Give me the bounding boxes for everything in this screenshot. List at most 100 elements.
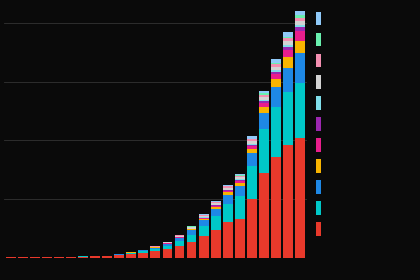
Bar (283, 37, 293, 38)
Bar (175, 235, 184, 236)
Bar (114, 255, 124, 258)
Bar (271, 70, 281, 71)
Bar (211, 205, 220, 206)
Bar (295, 138, 305, 258)
Bar (186, 229, 197, 230)
Bar (199, 214, 209, 215)
Bar (283, 41, 293, 45)
Bar (259, 97, 269, 100)
Bar (175, 241, 184, 246)
Bar (259, 90, 269, 94)
Bar (235, 179, 245, 180)
FancyBboxPatch shape (316, 159, 321, 173)
Bar (271, 157, 281, 258)
Bar (295, 9, 305, 15)
FancyBboxPatch shape (316, 180, 321, 194)
Bar (199, 215, 209, 216)
Bar (271, 74, 281, 80)
Bar (283, 67, 293, 92)
Bar (283, 50, 293, 57)
Bar (199, 218, 209, 219)
Bar (271, 80, 281, 87)
Bar (139, 250, 148, 251)
Bar (271, 71, 281, 74)
FancyBboxPatch shape (316, 96, 321, 109)
Bar (223, 195, 233, 204)
Bar (247, 139, 257, 141)
FancyBboxPatch shape (316, 201, 321, 215)
Bar (259, 101, 269, 103)
Bar (235, 174, 245, 175)
Bar (223, 191, 233, 192)
Bar (211, 216, 220, 230)
Bar (271, 67, 281, 70)
Bar (42, 257, 52, 258)
Bar (186, 242, 197, 258)
Bar (259, 100, 269, 101)
Bar (211, 207, 220, 209)
Bar (247, 136, 257, 139)
Bar (102, 256, 112, 258)
FancyBboxPatch shape (316, 222, 321, 236)
Bar (247, 199, 257, 258)
Bar (271, 64, 281, 67)
Bar (163, 244, 172, 246)
Bar (295, 83, 305, 138)
Bar (283, 32, 293, 37)
FancyBboxPatch shape (316, 138, 321, 152)
Bar (199, 237, 209, 258)
Bar (235, 181, 245, 183)
Bar (295, 15, 305, 18)
Bar (54, 257, 64, 258)
Bar (295, 18, 305, 21)
Bar (175, 246, 184, 258)
Bar (223, 188, 233, 190)
Bar (211, 201, 220, 202)
FancyBboxPatch shape (316, 33, 321, 46)
Bar (126, 254, 136, 258)
Bar (66, 257, 76, 258)
Bar (235, 176, 245, 177)
Bar (295, 31, 305, 41)
Bar (271, 87, 281, 108)
Bar (163, 249, 172, 258)
Bar (259, 95, 269, 97)
Bar (235, 180, 245, 181)
Bar (283, 57, 293, 67)
Bar (163, 246, 172, 249)
Bar (295, 27, 305, 31)
Bar (223, 222, 233, 258)
FancyBboxPatch shape (316, 12, 321, 25)
Bar (211, 203, 220, 205)
Bar (223, 190, 233, 191)
Bar (247, 153, 257, 166)
Bar (211, 230, 220, 258)
Bar (150, 249, 160, 251)
Bar (271, 63, 281, 64)
Bar (78, 256, 88, 258)
Bar (199, 216, 209, 218)
Bar (211, 209, 220, 216)
Bar (271, 108, 281, 157)
Bar (247, 144, 257, 146)
Bar (235, 183, 245, 186)
Bar (186, 227, 197, 228)
Bar (235, 219, 245, 258)
Bar (139, 251, 148, 253)
Bar (295, 25, 305, 27)
Bar (271, 59, 281, 63)
Bar (126, 253, 136, 254)
Bar (259, 173, 269, 258)
FancyBboxPatch shape (316, 54, 321, 67)
Bar (175, 236, 184, 237)
Bar (259, 94, 269, 95)
Bar (163, 242, 172, 243)
Bar (139, 253, 148, 258)
Bar (223, 192, 233, 195)
Bar (223, 185, 233, 186)
Bar (199, 220, 209, 226)
Bar (247, 166, 257, 199)
Bar (175, 238, 184, 241)
Bar (211, 202, 220, 203)
Bar (247, 141, 257, 144)
